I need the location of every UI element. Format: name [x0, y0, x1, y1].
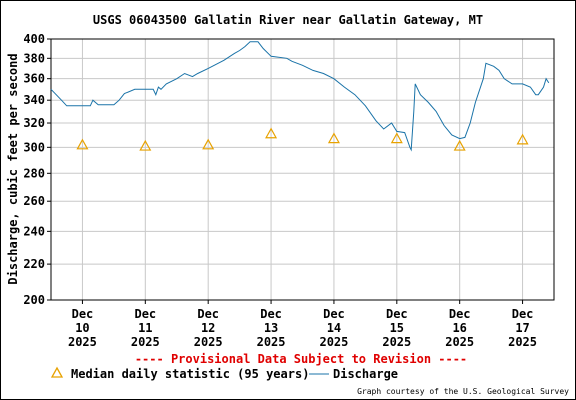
median-triangle-marker [265, 127, 278, 139]
y-tick-label: 280 [23, 166, 45, 180]
x-tick-label: 17 [515, 321, 529, 335]
y-tick-label: 400 [23, 32, 45, 46]
y-tick-label: 220 [23, 257, 45, 271]
x-tick-label: Dec [512, 307, 534, 321]
usgs-credit: Graph courtesy of the U.S. Geological Su… [357, 387, 569, 396]
x-tick-label: 2025 [257, 335, 286, 349]
series-layer [50, 41, 550, 152]
y-tick-label: 260 [23, 194, 45, 208]
y-axis-label: Discharge, cubic feet per second [6, 53, 20, 284]
x-tick-label: Dec [134, 307, 156, 321]
x-tick-label: 2025 [131, 335, 160, 349]
x-tick-label: Dec [197, 307, 219, 321]
median-triangle-marker [139, 139, 152, 151]
y-tick-label: 380 [23, 51, 45, 65]
legend-discharge-label: Discharge [333, 367, 398, 381]
x-tick-label: Dec [72, 307, 94, 321]
y-tick-label: 360 [23, 72, 45, 86]
x-tick-label: 14 [327, 321, 341, 335]
x-tick-label: 16 [452, 321, 466, 335]
x-axis-ticks: Dec102025Dec112025Dec122025Dec132025Dec1… [68, 300, 537, 349]
x-tick-label: 2025 [508, 335, 537, 349]
chart-title: USGS 06043500 Gallatin River near Gallat… [93, 13, 483, 27]
median-triangle-marker [76, 138, 89, 150]
y-axis-ticks: 200 220 240 260 280 300 320 340 360 380 400 [23, 32, 51, 307]
x-tick-label: 2025 [319, 335, 348, 349]
x-tick-label: Dec [386, 307, 408, 321]
median-triangle-marker [390, 132, 403, 144]
x-tick-label: 13 [264, 321, 278, 335]
x-tick-label: 2025 [194, 335, 223, 349]
y-tick-label: 200 [23, 293, 45, 307]
y-tick-label: 240 [23, 224, 45, 238]
median-triangle-marker [202, 138, 215, 150]
legend-median-label: Median daily statistic (95 years) [71, 367, 309, 381]
x-tick-label: Dec [323, 307, 345, 321]
discharge-line [50, 41, 550, 152]
median-triangle-marker [327, 132, 340, 144]
x-tick-label: 2025 [68, 335, 97, 349]
x-tick-label: Dec [260, 307, 282, 321]
x-tick-label: Dec [449, 307, 471, 321]
median-triangle-marker [453, 139, 466, 151]
plot-border [50, 38, 555, 301]
provisional-note: ---- Provisional Data Subject to Revisio… [135, 352, 467, 366]
y-tick-label: 320 [23, 116, 45, 130]
x-tick-label: 11 [138, 321, 152, 335]
legend-median-triangle-icon [50, 366, 64, 378]
x-tick-label: 2025 [445, 335, 474, 349]
y-tick-label: 340 [23, 93, 45, 107]
x-tick-label: 10 [75, 321, 89, 335]
x-tick-label: 15 [390, 321, 404, 335]
x-tick-label: 12 [201, 321, 215, 335]
gridlines [51, 38, 554, 301]
x-tick-label: 2025 [382, 335, 411, 349]
median-triangle-marker [516, 133, 529, 145]
y-tick-label: 300 [23, 140, 45, 154]
legend: Median daily statistic (95 years) Discha… [50, 366, 398, 381]
